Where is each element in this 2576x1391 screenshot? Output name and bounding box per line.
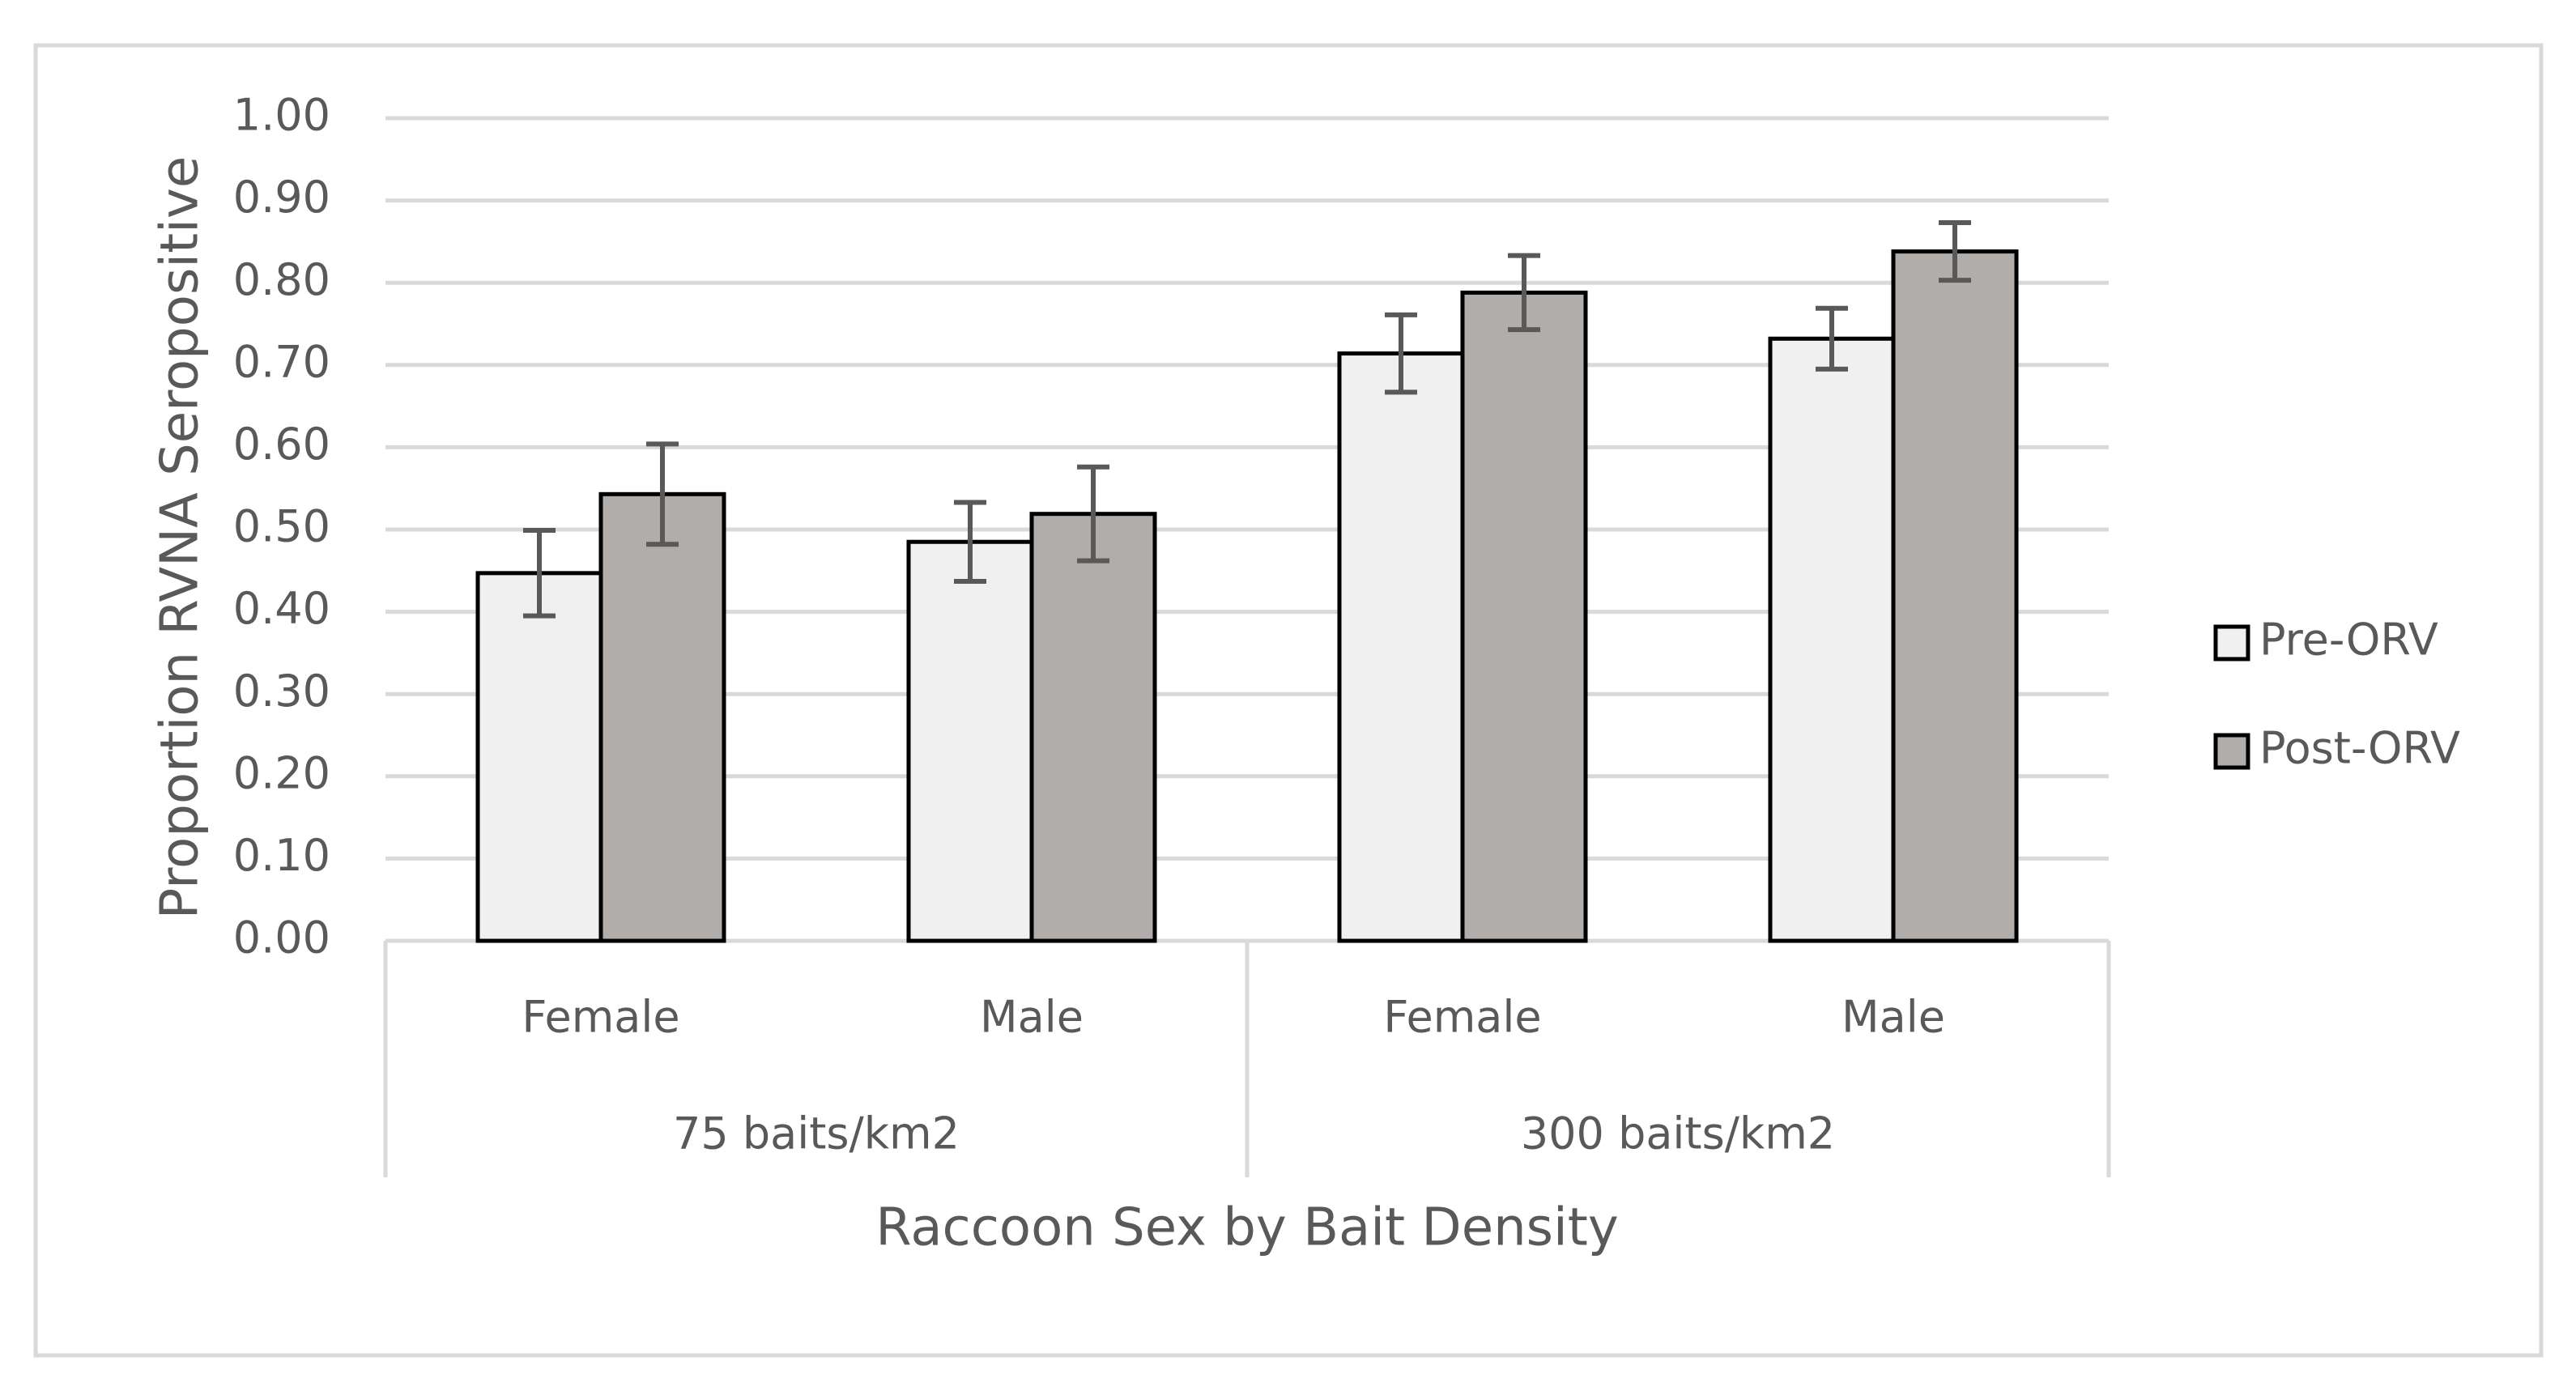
legend-label: Pre-ORV xyxy=(2259,615,2438,666)
x-tick-label: Male xyxy=(980,992,1084,1043)
bar-pre-orv xyxy=(906,539,1034,943)
y-tick-label: 0.30 xyxy=(233,666,330,717)
bar-pre-orv xyxy=(1337,351,1465,943)
y-axis-title: Proportion RVNA Seropositive xyxy=(151,156,211,919)
legend-swatch xyxy=(2213,733,2250,770)
y-tick-label: 1.00 xyxy=(233,90,330,141)
error-bars xyxy=(523,220,1971,619)
bar-pre-orv xyxy=(1768,336,1896,943)
y-tick-label: 0.90 xyxy=(233,172,330,223)
y-tick-label: 0.20 xyxy=(233,747,330,798)
x-group-label: 75 baits/km2 xyxy=(673,1108,960,1159)
bar-post-orv xyxy=(1460,290,1588,943)
x-axis-title: Raccoon Sex by Bait Density xyxy=(875,1198,1618,1258)
y-tick-label: 0.50 xyxy=(233,501,330,552)
y-tick-label: 0.10 xyxy=(233,830,330,881)
bar-post-orv xyxy=(598,491,726,943)
chart-frame xyxy=(33,43,2544,1358)
legend-label: Post-ORV xyxy=(2259,723,2460,774)
y-tick-label: 0.40 xyxy=(233,583,330,634)
y-axis-tick-labels: 0.00 0.10 0.20 0.30 0.40 0.50 0.60 0.70 0.80 0.90… xyxy=(233,90,330,963)
bar-post-orv xyxy=(1029,512,1157,943)
bar-pre-orv xyxy=(475,571,603,943)
y-tick-label: 0.80 xyxy=(233,254,330,305)
bar-post-orv xyxy=(1891,249,2019,943)
y-tick-label: 0.60 xyxy=(233,419,330,470)
legend: Pre-ORV Post-ORV xyxy=(2213,615,2460,774)
bars xyxy=(475,249,2019,943)
x-tick-label: Female xyxy=(1383,992,1541,1043)
y-tick-label: 0.00 xyxy=(233,912,330,963)
y-tick-label: 0.70 xyxy=(233,336,330,387)
legend-swatch xyxy=(2213,624,2250,661)
x-group-label: 300 baits/km2 xyxy=(1521,1108,1835,1159)
x-tick-label: Male xyxy=(1842,992,1945,1043)
x-tick-label: Female xyxy=(522,992,679,1043)
